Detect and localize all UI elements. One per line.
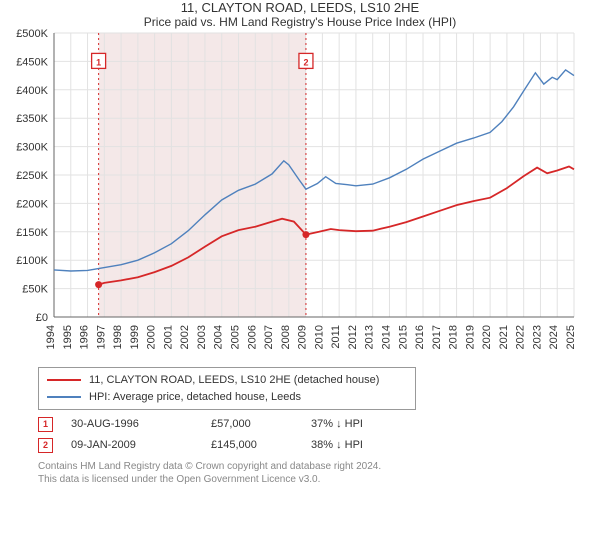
- svg-text:2007: 2007: [263, 325, 275, 349]
- svg-text:1999: 1999: [129, 325, 141, 349]
- svg-text:£400K: £400K: [16, 85, 48, 97]
- svg-text:£350K: £350K: [16, 113, 48, 125]
- svg-text:2018: 2018: [448, 325, 460, 349]
- svg-text:2012: 2012: [347, 325, 359, 349]
- legend-label: 11, CLAYTON ROAD, LEEDS, LS10 2HE (detac…: [89, 372, 379, 389]
- svg-text:2013: 2013: [364, 325, 376, 349]
- transaction-delta: 38% ↓ HPI: [311, 435, 451, 456]
- svg-text:1998: 1998: [112, 325, 124, 349]
- transaction-date: 09-JAN-2009: [71, 435, 211, 456]
- svg-text:2015: 2015: [397, 325, 409, 349]
- svg-text:2020: 2020: [481, 325, 493, 349]
- svg-text:2010: 2010: [313, 325, 325, 349]
- svg-text:1996: 1996: [79, 325, 91, 349]
- svg-text:£200K: £200K: [16, 198, 48, 210]
- svg-text:2022: 2022: [515, 325, 527, 349]
- svg-text:2025: 2025: [565, 325, 577, 349]
- license-line: Contains HM Land Registry data © Crown c…: [38, 460, 600, 474]
- svg-text:2005: 2005: [230, 325, 242, 349]
- svg-text:2001: 2001: [162, 325, 174, 349]
- svg-text:2004: 2004: [213, 325, 225, 349]
- legend: 11, CLAYTON ROAD, LEEDS, LS10 2HE (detac…: [38, 367, 416, 410]
- svg-text:2003: 2003: [196, 325, 208, 349]
- svg-text:£150K: £150K: [16, 227, 48, 239]
- price-chart: £0 £50K £100K £150K £200K £250K £300K £350K £400…: [0, 29, 600, 361]
- svg-text:2024: 2024: [548, 325, 560, 349]
- svg-text:1994: 1994: [45, 325, 57, 349]
- svg-text:£0: £0: [36, 312, 48, 324]
- page-subtitle: Price paid vs. HM Land Registry's House …: [0, 15, 600, 29]
- svg-text:2: 2: [303, 57, 308, 67]
- svg-text:£250K: £250K: [16, 170, 48, 182]
- legend-label: HPI: Average price, detached house, Leed…: [89, 389, 301, 406]
- svg-text:1: 1: [96, 57, 101, 67]
- svg-text:2023: 2023: [531, 325, 543, 349]
- legend-item: HPI: Average price, detached house, Leed…: [47, 389, 407, 406]
- svg-text:2016: 2016: [414, 325, 426, 349]
- transaction-list: 1 30-AUG-1996£57,00037% ↓ HPI 2 09-JAN-2009…: [0, 414, 600, 456]
- transaction-row: 1 30-AUG-1996£57,00037% ↓ HPI: [38, 414, 600, 435]
- svg-text:2014: 2014: [380, 325, 392, 349]
- svg-text:£500K: £500K: [16, 29, 48, 40]
- transaction-date: 30-AUG-1996: [71, 414, 211, 435]
- svg-text:1995: 1995: [62, 325, 74, 349]
- svg-text:2011: 2011: [330, 325, 342, 349]
- legend-item: 11, CLAYTON ROAD, LEEDS, LS10 2HE (detac…: [47, 372, 407, 389]
- transaction-price: £145,000: [211, 435, 311, 456]
- svg-text:£300K: £300K: [16, 142, 48, 154]
- transaction-marker-icon: 2: [38, 438, 53, 453]
- svg-text:2000: 2000: [146, 325, 158, 349]
- transaction-marker-icon: 1: [38, 417, 53, 432]
- svg-text:2009: 2009: [297, 325, 309, 349]
- svg-text:2002: 2002: [179, 325, 191, 349]
- legend-swatch: [47, 396, 81, 398]
- transaction-price: £57,000: [211, 414, 311, 435]
- svg-text:£50K: £50K: [22, 284, 48, 296]
- svg-text:2021: 2021: [498, 325, 510, 349]
- svg-text:£450K: £450K: [16, 56, 48, 68]
- page-title: 11, CLAYTON ROAD, LEEDS, LS10 2HE: [0, 0, 600, 15]
- svg-text:2008: 2008: [280, 325, 292, 349]
- transaction-delta: 37% ↓ HPI: [311, 414, 451, 435]
- legend-swatch: [47, 379, 81, 381]
- svg-text:£100K: £100K: [16, 255, 48, 267]
- license-text: Contains HM Land Registry data © Crown c…: [38, 460, 600, 487]
- svg-text:2017: 2017: [431, 325, 443, 349]
- license-line: This data is licensed under the Open Gov…: [38, 473, 600, 487]
- transaction-row: 2 09-JAN-2009£145,00038% ↓ HPI: [38, 435, 600, 456]
- svg-text:2006: 2006: [246, 325, 258, 349]
- svg-text:2019: 2019: [464, 325, 476, 349]
- svg-text:1997: 1997: [95, 325, 107, 349]
